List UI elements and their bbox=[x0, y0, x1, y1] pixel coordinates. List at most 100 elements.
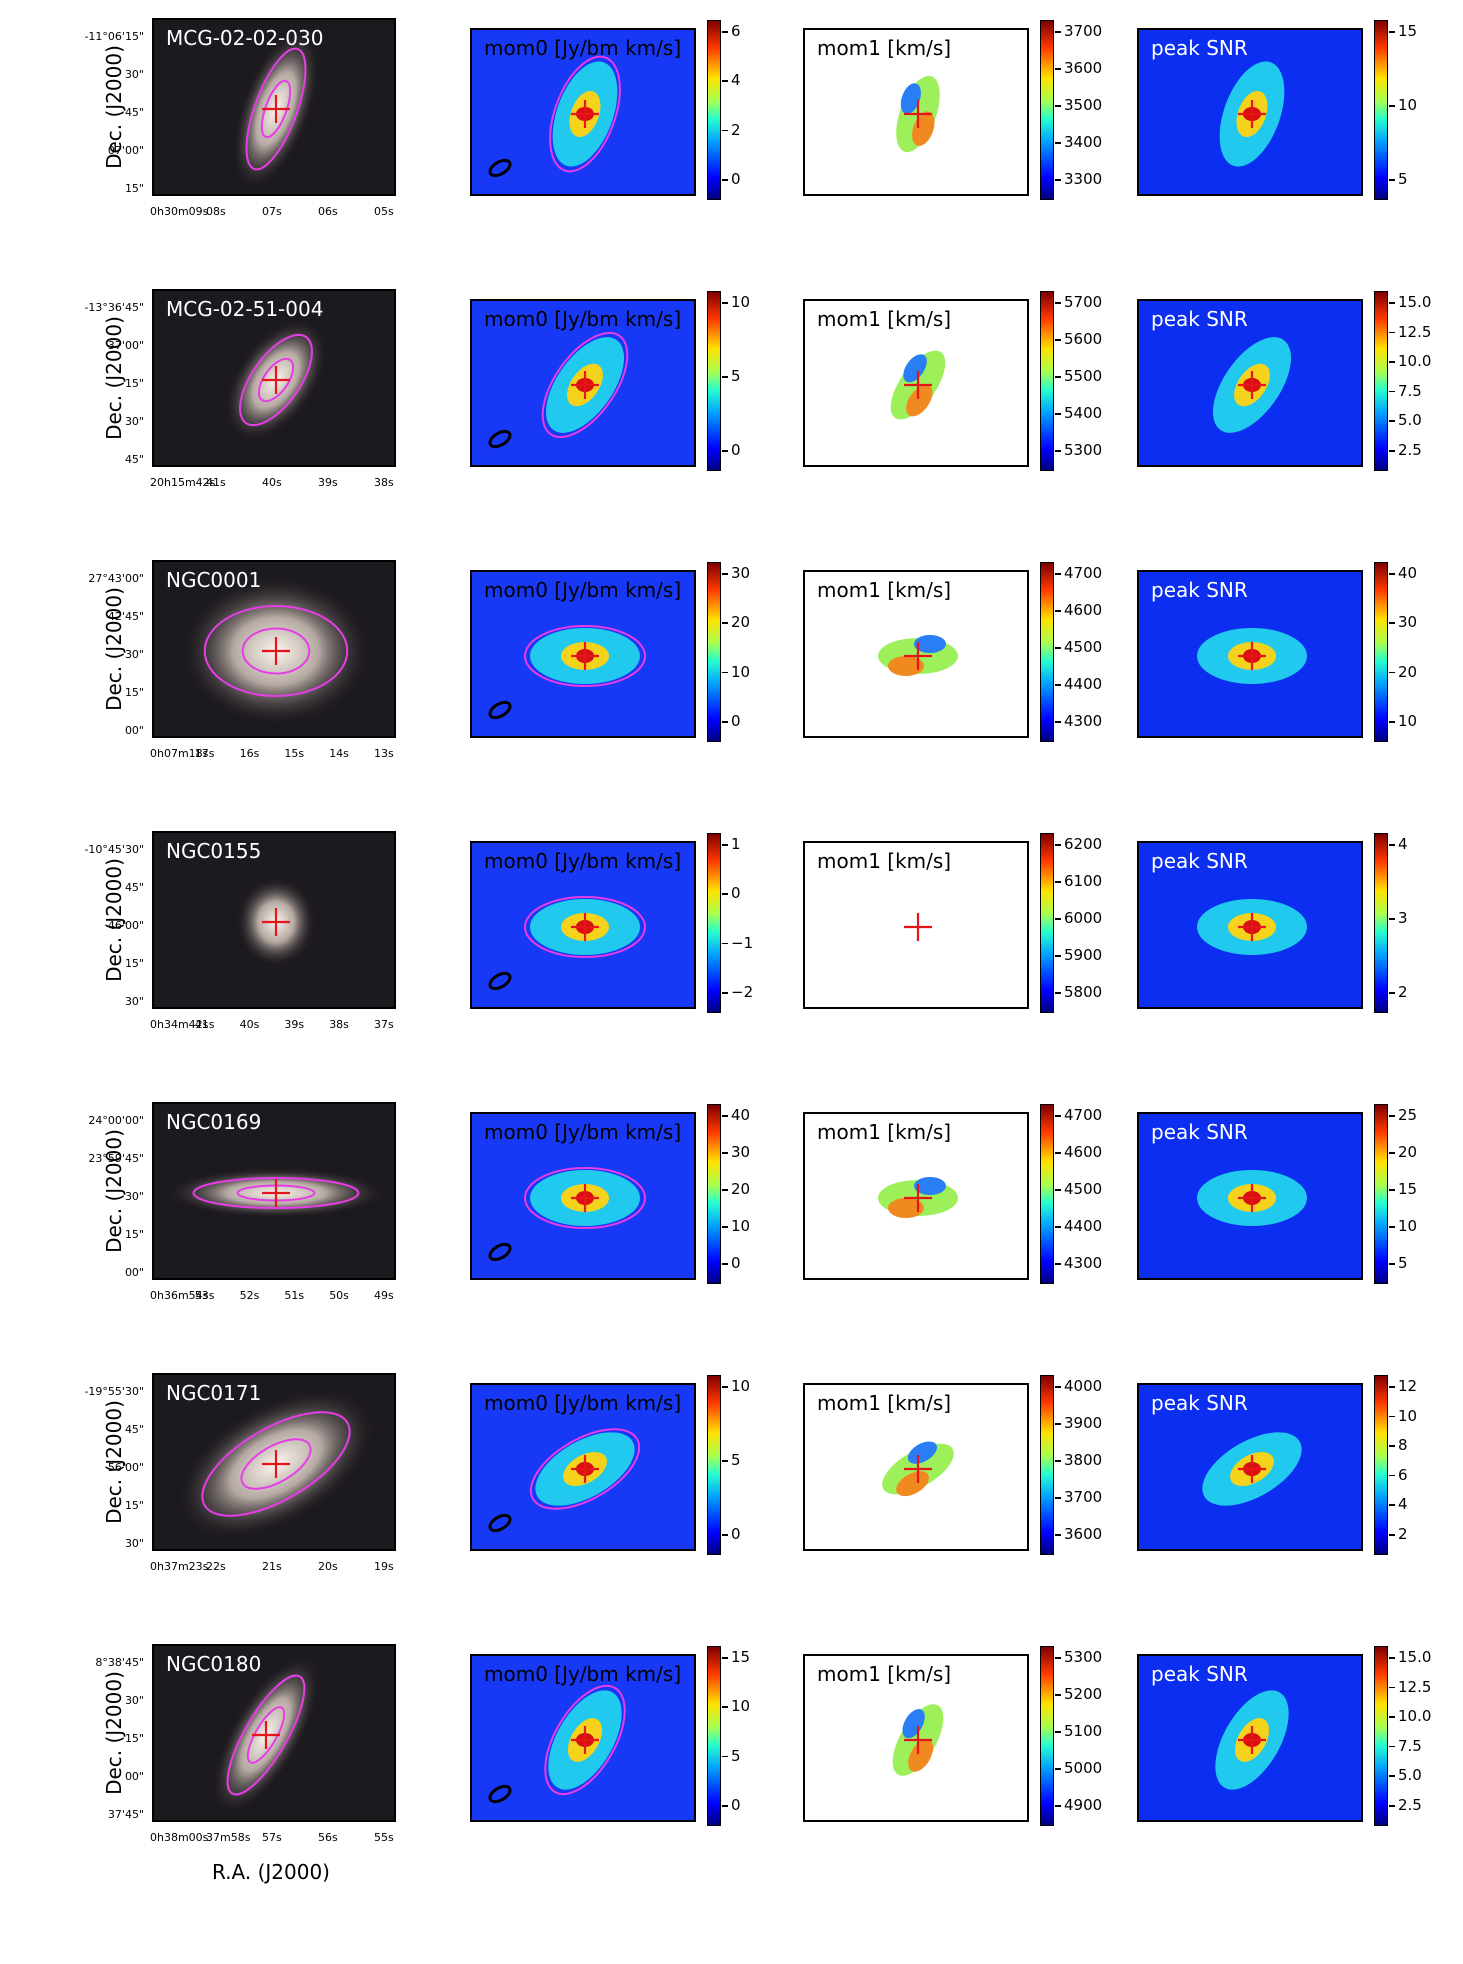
mom1-map-panel: mom1 [km/s] bbox=[803, 28, 1029, 196]
colorbar-tick-label: 5700 bbox=[1054, 293, 1103, 311]
co-contour bbox=[524, 896, 646, 958]
velocity-approaching bbox=[914, 1177, 946, 1195]
colorbar-tick-label: 5.0 bbox=[1389, 1766, 1422, 1785]
dec-tick-label: 56'00" bbox=[107, 1461, 144, 1474]
velocity-receding bbox=[888, 1198, 924, 1218]
snr-map-panel: peak SNR bbox=[1137, 28, 1363, 196]
galaxy-name: NGC0171 bbox=[166, 1381, 262, 1405]
mom0-map-panel: mom0 [Jy/bm km/s] bbox=[470, 1112, 696, 1280]
mom0-colorbar bbox=[707, 1646, 721, 1826]
colorbar-tick-label: 20 bbox=[1388, 1143, 1418, 1161]
co-contour bbox=[544, 1684, 626, 1796]
mom1-map-panel: mom1 [km/s] bbox=[803, 1383, 1029, 1551]
mom0-title: mom0 [Jy/bm km/s] bbox=[484, 1120, 682, 1144]
snr-map-panel: peak SNR bbox=[1137, 570, 1363, 738]
dec-tick-label: 07'00" bbox=[107, 144, 144, 157]
colorbar-tick-label: 4400 bbox=[1054, 675, 1103, 693]
colorbar-tick-label: 30 bbox=[721, 1143, 751, 1161]
snr-title: peak SNR bbox=[1151, 36, 1248, 60]
dec-tick-label: 30" bbox=[124, 995, 144, 1008]
colorbar-tick-label: 2 bbox=[722, 120, 741, 139]
dec-tick-label: 30" bbox=[124, 1190, 144, 1203]
colorbar-tick-label: 5 bbox=[722, 1746, 741, 1765]
velocity-approaching bbox=[903, 354, 927, 383]
dec-tick-label: 30" bbox=[124, 648, 144, 661]
colorbar-tick-label: 3700 bbox=[1054, 1488, 1103, 1506]
dec-tick-label: 15" bbox=[124, 957, 144, 970]
dec-tick-label: 15" bbox=[124, 686, 144, 699]
optical-image-panel: NGC0001 bbox=[152, 560, 396, 738]
colorbar-tick-label: 4300 bbox=[1054, 712, 1103, 730]
galaxy-name: MCG-02-02-030 bbox=[166, 26, 324, 50]
mom1-title: mom1 [km/s] bbox=[817, 1391, 952, 1415]
mom0-colorbar bbox=[707, 1375, 721, 1555]
colorbar-tick-label: 0 bbox=[722, 441, 741, 459]
colorbar-tick-label: 10 bbox=[1388, 1406, 1418, 1425]
colorbar-tick-label: 40 bbox=[1388, 564, 1418, 582]
snr-colorbar bbox=[1374, 1104, 1388, 1284]
dec-tick-label: 15" bbox=[124, 1499, 144, 1512]
dec-tick-label: 00" bbox=[124, 724, 144, 737]
dec-tick-label: 37'45" bbox=[107, 1808, 144, 1821]
beam-ellipse bbox=[488, 1513, 512, 1533]
ra-tick-label: 38s bbox=[374, 476, 394, 489]
mom1-colorbar bbox=[1040, 833, 1054, 1013]
dec-tick-label: 37'00" bbox=[107, 339, 144, 352]
ra-tick-label: 05s bbox=[374, 205, 394, 218]
colorbar-tick-label: −1 bbox=[721, 933, 754, 952]
colorbar-tick-label: 30 bbox=[721, 564, 751, 582]
ra-tick-label: 15s bbox=[284, 747, 305, 760]
colorbar-tick-label: 5600 bbox=[1054, 330, 1103, 348]
co-contour bbox=[260, 79, 292, 139]
mom1-colorbar bbox=[1040, 1104, 1054, 1284]
mom1-colorbar bbox=[1040, 20, 1054, 200]
ra-tick-label: 39s bbox=[284, 1018, 305, 1031]
snr-map-panel: peak SNR bbox=[1137, 299, 1363, 467]
dec-tick-label: 45" bbox=[124, 106, 144, 119]
colorbar-tick-label: 5400 bbox=[1054, 404, 1103, 422]
colorbar-tick-label: 40 bbox=[721, 1106, 751, 1124]
colorbar-tick-label: 12.5 bbox=[1388, 322, 1432, 341]
colorbar-tick-label: 15.0 bbox=[1388, 293, 1432, 311]
dec-tick-label: -10°45'30" bbox=[84, 843, 144, 856]
colorbar-tick-label: 3500 bbox=[1054, 96, 1103, 114]
colorbar-tick-label: 10 bbox=[1388, 712, 1418, 730]
colorbar-tick-label: 0 bbox=[722, 712, 741, 730]
co-contour bbox=[541, 331, 629, 439]
colorbar-tick-label: 4600 bbox=[1054, 1143, 1103, 1161]
velocity-approaching bbox=[900, 83, 921, 114]
dec-axis-label: Dec. (J2000) bbox=[102, 1129, 126, 1253]
colorbar-tick-label: 3900 bbox=[1054, 1414, 1103, 1432]
ra-tick-label: 49s bbox=[374, 1289, 394, 1302]
snr-colorbar bbox=[1374, 20, 1388, 200]
co-contour bbox=[240, 1438, 312, 1490]
ra-tick-label: 38s bbox=[329, 1018, 349, 1031]
ra-tick-label: 37m58s bbox=[206, 1831, 251, 1844]
ra-tick-label: 37s bbox=[374, 1018, 394, 1031]
ra-tick-label: 16s bbox=[239, 747, 260, 760]
colorbar-tick-label: 10 bbox=[721, 1697, 751, 1716]
mom1-title: mom1 [km/s] bbox=[817, 1662, 952, 1686]
ra-tick-label: 50s bbox=[329, 1289, 349, 1302]
mom0-map-panel: mom0 [Jy/bm km/s] bbox=[470, 299, 696, 467]
co-contour bbox=[524, 625, 646, 687]
mom0-colorbar bbox=[707, 291, 721, 471]
snr-map-panel: peak SNR bbox=[1137, 841, 1363, 1009]
co-contour bbox=[192, 1177, 360, 1209]
galaxy-name: NGC0169 bbox=[166, 1110, 262, 1134]
mom0-title: mom0 [Jy/bm km/s] bbox=[484, 1662, 682, 1686]
colorbar-tick-label: 20 bbox=[721, 613, 751, 632]
ra-tick-label: 51s bbox=[284, 1289, 305, 1302]
ra-tick-label: 40s bbox=[239, 1018, 260, 1031]
colorbar-tick-label: 5900 bbox=[1054, 946, 1103, 964]
snr-title: peak SNR bbox=[1151, 1120, 1248, 1144]
ra-tick-label: 06s bbox=[318, 205, 338, 218]
colorbar-tick-label: 10.0 bbox=[1388, 352, 1432, 371]
colorbar-tick-label: 7.5 bbox=[1389, 1736, 1422, 1755]
co-contour bbox=[549, 55, 621, 173]
dec-tick-label: 42'45" bbox=[107, 610, 144, 623]
colorbar-tick-label: 10 bbox=[721, 1217, 751, 1235]
co-contour bbox=[226, 1674, 306, 1796]
colorbar-tick-label: 3 bbox=[1389, 909, 1408, 927]
dec-tick-label: 23°59'45" bbox=[88, 1152, 144, 1165]
